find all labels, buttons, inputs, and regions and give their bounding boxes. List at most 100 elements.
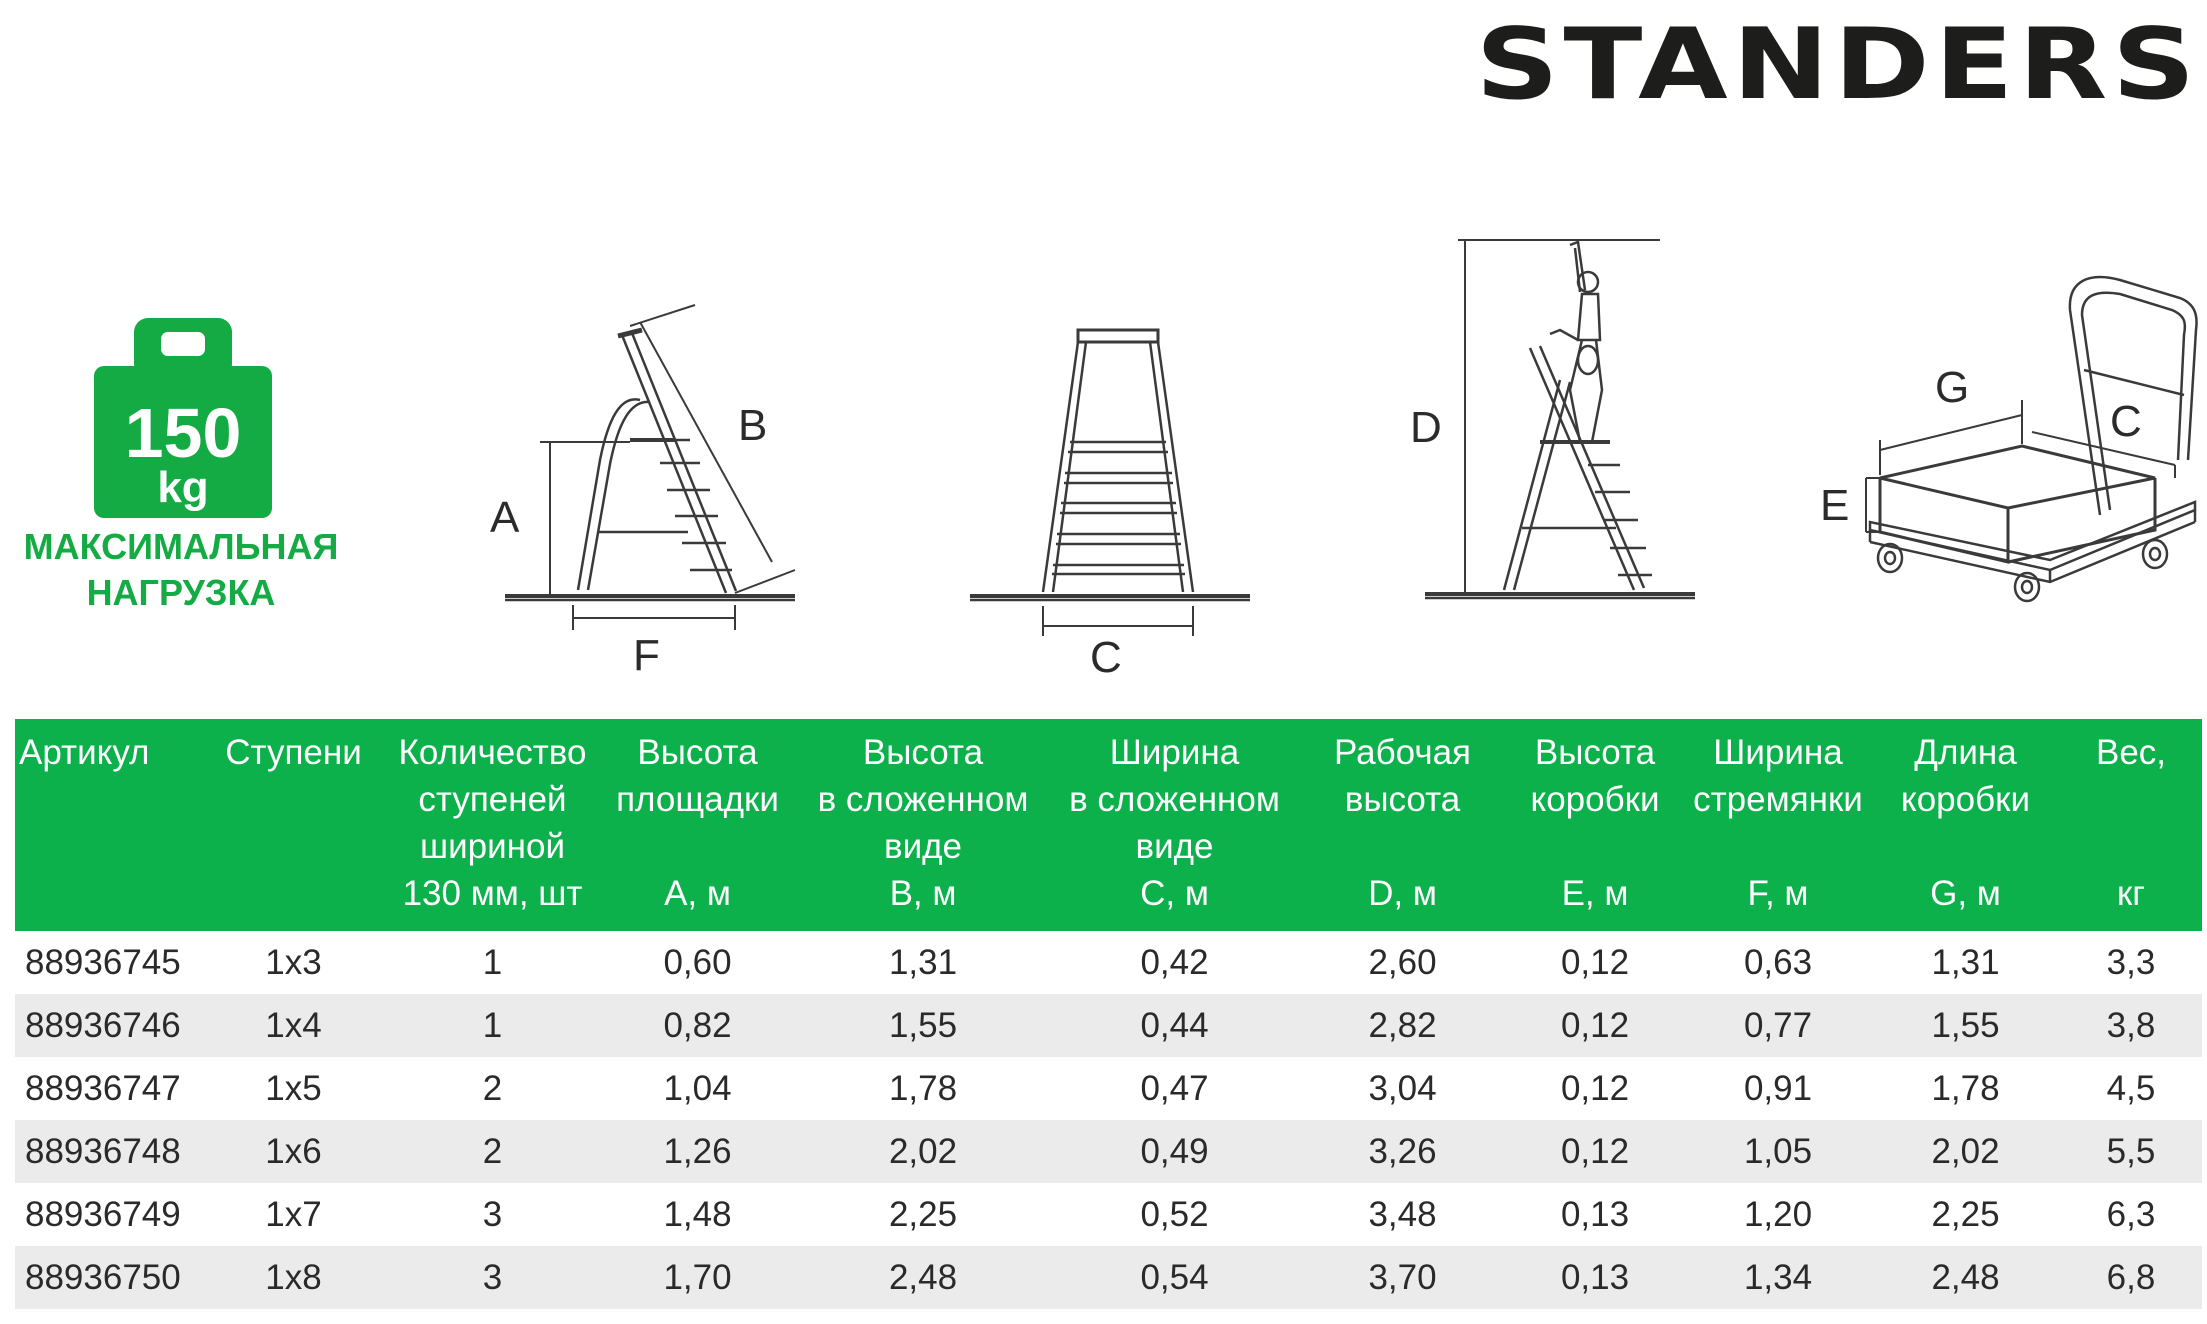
table-cell: 3,70 xyxy=(1300,1246,1505,1309)
table-cell: 1,04 xyxy=(663,1068,732,1108)
column-header-title: Количество ступеней шириной 130 мм, шт xyxy=(391,729,594,917)
table-row: 88936748 1x6 2 1,26 2,02 0,49 3,26 0,12 1,05 2,02… xyxy=(15,1120,2202,1183)
column-header-line: Ширина xyxy=(1109,733,1240,772)
table-cell: 2,48 xyxy=(797,1246,1049,1309)
table-cell: 1x7 xyxy=(265,1194,322,1234)
table-cell: 0,12 xyxy=(1505,1120,1685,1183)
column-header-unit: кг xyxy=(2116,874,2146,913)
table-cell: 1,55 xyxy=(797,994,1049,1057)
table-cell: 2,02 xyxy=(1871,1120,2060,1183)
table-cell: 1,70 xyxy=(598,1246,797,1309)
dimension-f-label: F xyxy=(633,631,660,680)
table-cell: 1x8 xyxy=(200,1246,387,1309)
column-header-title: Высота коробки xyxy=(1509,729,1681,823)
table-cell: 3,26 xyxy=(1300,1120,1505,1183)
column-header-unit: A, м xyxy=(664,874,731,913)
column-header-title: Ширина стремянки xyxy=(1689,729,1867,823)
column-header: Высота в сложенном виде B, м xyxy=(797,719,1049,931)
column-header-line: 130 мм, шт xyxy=(402,874,583,913)
column-header: Вес, кг xyxy=(2060,719,2202,931)
column-header-line: Высота xyxy=(637,733,758,772)
table-cell: 6,8 xyxy=(2060,1246,2202,1309)
table-cell: 2,82 xyxy=(1300,994,1505,1057)
table-cell: 0,13 xyxy=(1560,1194,1630,1234)
table-cell: 0,54 xyxy=(1049,1246,1300,1309)
column-header-unit: E, м xyxy=(1561,874,1629,913)
table-cell: 0,52 xyxy=(1140,1194,1209,1234)
column-header-unit: C, м xyxy=(1140,874,1209,913)
max-load-unit: kg xyxy=(157,463,209,512)
column-header-line: Ступени xyxy=(225,733,362,772)
table-cell: 4,5 xyxy=(2106,1068,2156,1108)
table-cell: 1x4 xyxy=(200,994,387,1057)
table-row: 88936745 1x3 1 0,60 1,31 0,42 2,60 0,12 0,63 1,31… xyxy=(15,931,2202,994)
column-header-title: Длина коробки xyxy=(1875,729,2056,823)
column-header-line: Длина xyxy=(1914,733,2017,772)
table-cell: 5,5 xyxy=(2060,1120,2202,1183)
column-header-line: Высота xyxy=(1534,733,1656,772)
column-header-line: Высота xyxy=(862,733,984,772)
table-cell: 1,31 xyxy=(1931,942,2000,982)
table-cell: 0,91 xyxy=(1743,1068,1813,1108)
table-cell: 2,02 xyxy=(797,1120,1049,1183)
table-cell: 3 xyxy=(482,1194,503,1234)
table-cell: 3,8 xyxy=(2060,994,2202,1057)
column-header-title: Артикул xyxy=(19,729,196,776)
dimension-e-label: E xyxy=(1820,481,1849,530)
dimension-g-label: G xyxy=(1935,363,1969,412)
table-cell: 0,44 xyxy=(1049,994,1300,1057)
column-header-unit: F, м xyxy=(1747,874,1809,913)
table-cell: 1,78 xyxy=(888,1068,958,1108)
column-header-line: в сложенном xyxy=(817,780,1029,819)
table-cell: 2,25 xyxy=(888,1194,958,1234)
column-header-title: Высота площадки xyxy=(602,729,793,823)
max-load-badge: 150 kg МАКСИМАЛЬНАЯ НАГРУЗКА xyxy=(10,318,352,618)
dimension-box-c-label: C xyxy=(2110,397,2142,446)
table-cell: 1 xyxy=(387,994,598,1057)
table-cell: 1,31 xyxy=(888,942,958,982)
column-header-unit: G, м xyxy=(1930,874,2001,913)
column-header-title: Ступени xyxy=(204,729,383,776)
table-cell: 2 xyxy=(482,1068,503,1108)
table-cell: 2 xyxy=(387,1120,598,1183)
article-cell: 88936747 xyxy=(25,1068,181,1108)
column-header-title: Вес, xyxy=(2064,729,2198,776)
table-body: 88936745 1x3 1 0,60 1,31 0,42 2,60 0,12 0,63 1,31… xyxy=(15,931,2202,1309)
column-header: Высота коробки E, м xyxy=(1505,719,1685,931)
spec-table: Артикул Ступени Количество ступеней шириной 1… xyxy=(15,719,2202,1309)
column-header-line: площадки xyxy=(616,780,779,819)
table-cell: 0,13 xyxy=(1505,1246,1685,1309)
column-header-title: Рабочая высота xyxy=(1304,729,1501,823)
max-load-value: 150 xyxy=(124,394,242,472)
dimension-d-label: D xyxy=(1410,403,1442,452)
table-cell: 3,3 xyxy=(2106,942,2156,982)
column-header: Артикул xyxy=(15,719,200,931)
column-header-line: виде xyxy=(1135,827,1214,866)
column-header-unit: D, м xyxy=(1368,874,1437,913)
packaging-box-diagram: G C E xyxy=(1800,260,2205,610)
column-header-line: в сложенном xyxy=(1069,780,1280,819)
column-header-title: Ширина в сложенном виде xyxy=(1053,729,1296,870)
column-header-line: Вес, xyxy=(2095,733,2167,772)
table-cell: 1,05 xyxy=(1685,1120,1871,1183)
dimension-b-label: B xyxy=(738,401,767,450)
column-header-line: ступеней xyxy=(418,780,567,819)
max-load-caption: МАКСИМАЛЬНАЯ НАГРУЗКА xyxy=(10,524,352,616)
column-header: Ширина стремянки F, м xyxy=(1685,719,1871,931)
column-header: Ширина в сложенном виде C, м xyxy=(1049,719,1300,931)
column-header: Количество ступеней шириной 130 мм, шт xyxy=(387,719,598,931)
table-cell: 1x5 xyxy=(265,1068,322,1108)
table-cell: 0,49 xyxy=(1049,1120,1300,1183)
weight-icon xyxy=(94,318,272,518)
table-header-row: Артикул Ступени Количество ступеней шириной 1… xyxy=(15,719,2202,931)
table-cell: 3,48 xyxy=(1368,1194,1437,1234)
table-row: 88936749 1x7 3 1,48 2,25 0,52 3,48 0,13 1,20 2,25… xyxy=(15,1183,2202,1246)
brand-logo: STANDERS xyxy=(1475,8,2200,122)
article-cell: 88936745 xyxy=(25,942,181,982)
column-header-line: коробки xyxy=(1530,780,1660,819)
dimension-a-label: A xyxy=(490,493,520,542)
column-header-line: Артикул xyxy=(19,733,150,772)
table-cell: 0,12 xyxy=(1560,942,1630,982)
article-cell: 88936750 xyxy=(15,1246,200,1309)
table-cell: 1,78 xyxy=(1931,1068,2000,1108)
